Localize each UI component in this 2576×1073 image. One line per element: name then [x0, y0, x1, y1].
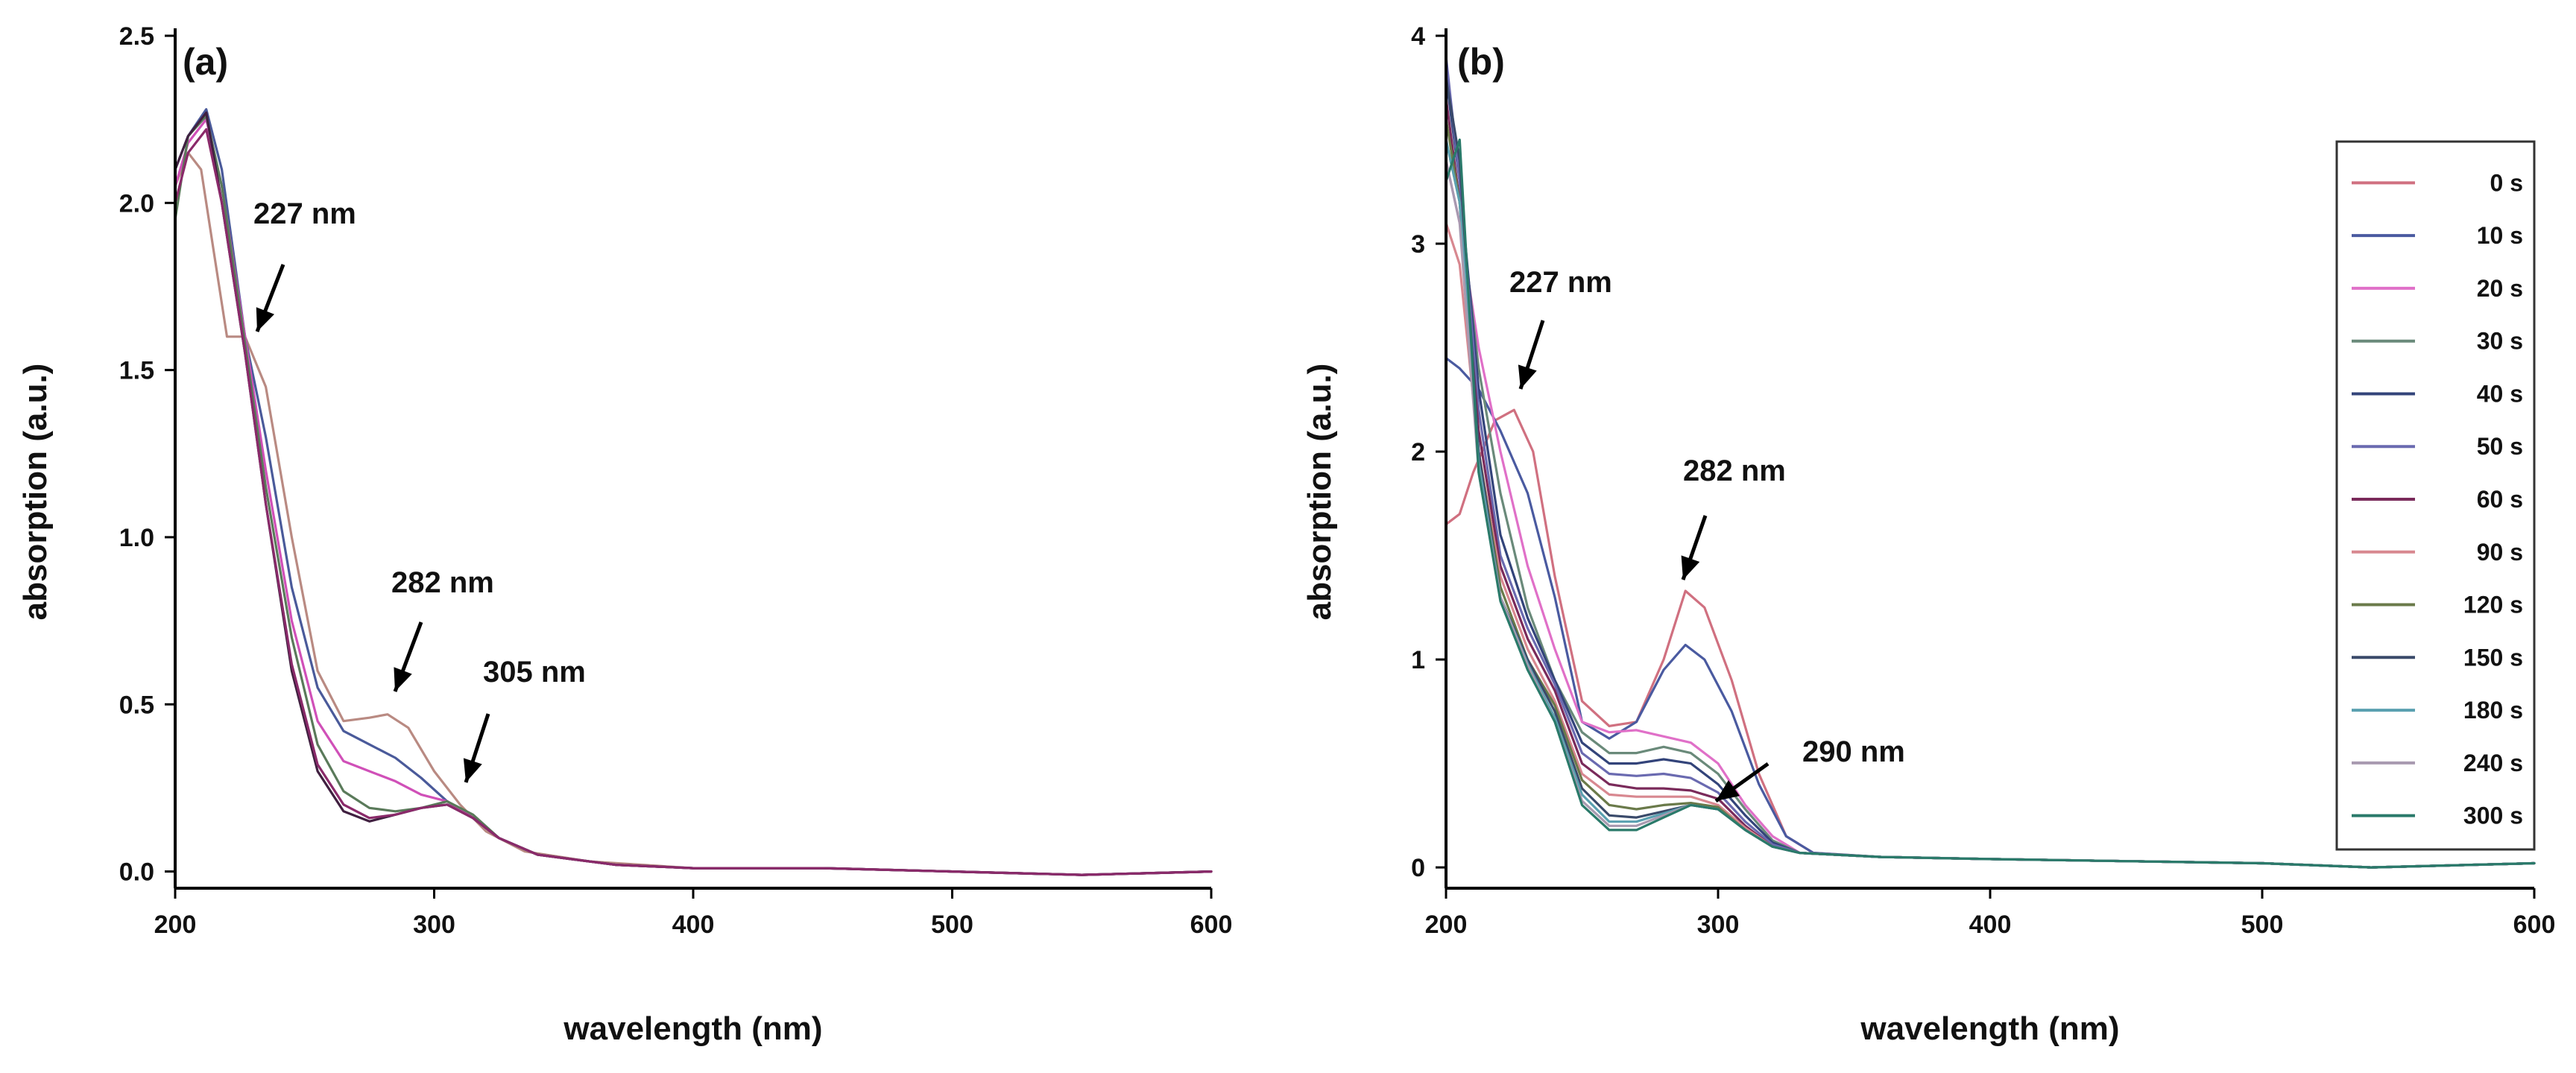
x-tick-label-a-0: 200 [154, 911, 197, 939]
annotation-arrowhead-b-2 [1716, 780, 1740, 801]
annotation-label-b-0: 227 nm [1509, 266, 1612, 299]
legend-label-2: 20 s [2477, 275, 2523, 302]
y-tick-label-a-3: 1.5 [119, 357, 154, 385]
series-line-a-5 [174, 128, 1213, 876]
legend-label-0: 0 s [2490, 169, 2523, 196]
annotation-arrowhead-a-1 [394, 667, 412, 691]
annotation-arrowhead-a-2 [463, 758, 482, 782]
x-axis-title-b: wavelength (nm) [1860, 1010, 2119, 1047]
x-tick-label-a-2: 400 [672, 911, 715, 939]
annotation-label-a-1: 282 nm [391, 566, 494, 599]
y-tick-label-b-0: 0 [1411, 854, 1425, 882]
legend-label-12: 300 s [2463, 803, 2523, 829]
series-line-a-2 [174, 118, 1213, 876]
annotation-label-b-1: 282 nm [1683, 455, 1786, 487]
panel-label-b: (b) [1457, 41, 1505, 83]
legend-label-3: 30 s [2477, 328, 2523, 355]
legend-box-b [2335, 140, 2536, 851]
chart-panel-a: 200 300 400 500 600 0.0 0.5 1.0 1.5 2.0 2.5 wavelen… [0, 0, 1267, 1073]
panel-label-a: (a) [183, 41, 228, 83]
legend-label-5: 50 s [2477, 433, 2523, 460]
y-axis-title-a: absorption (a.u.) [17, 364, 54, 621]
x-axis-title-a: wavelength (nm) [563, 1010, 822, 1047]
annotation-arrowhead-a-0 [256, 307, 274, 332]
x-tick-label-b-1: 300 [1697, 911, 1740, 939]
legend-label-9: 150 s [2463, 644, 2523, 671]
y-tick-label-b-3: 3 [1411, 230, 1425, 259]
y-tick-label-b-2: 2 [1411, 438, 1425, 466]
y-tick-label-a-1: 0.5 [119, 691, 154, 719]
x-tick-label-b-2: 400 [1969, 911, 2012, 939]
y-tick-label-a-2: 1.0 [119, 524, 154, 552]
legend-label-8: 120 s [2463, 592, 2523, 618]
y-tick-label-b-4: 4 [1411, 22, 1425, 51]
legend-label-1: 10 s [2477, 222, 2523, 249]
chart-b-svg: 200 300 400 500 600 0 1 2 3 4 wavelength (nm) absor… [1301, 22, 2556, 1047]
y-tick-label-a-4: 2.0 [119, 189, 154, 218]
y-tick-label-b-1: 1 [1411, 646, 1425, 674]
chart-panel-b: 200 300 400 500 600 0 1 2 3 4 wavelength (nm) absor… [1297, 0, 2576, 1073]
series-line-b-12 [1445, 138, 2536, 869]
x-tick-label-a-4: 600 [1190, 911, 1233, 939]
annotation-arrowhead-b-0 [1518, 364, 1537, 389]
x-tick-label-a-1: 300 [413, 911, 455, 939]
y-tick-label-a-0: 0.0 [119, 858, 154, 887]
x-tick-label-b-4: 600 [2513, 911, 2556, 939]
annotation-label-b-2: 290 nm [1802, 735, 1905, 768]
x-tick-label-a-3: 500 [931, 911, 973, 939]
legend-label-10: 180 s [2463, 697, 2523, 724]
y-axis-title-b: absorption (a.u.) [1301, 364, 1338, 621]
y-tick-label-a-5: 2.5 [119, 22, 154, 51]
legend-label-7: 90 s [2477, 539, 2523, 566]
legend-label-6: 60 s [2477, 486, 2523, 513]
annotation-arrowhead-b-1 [1681, 555, 1700, 580]
x-tick-label-b-0: 200 [1425, 911, 1468, 939]
legend-label-11: 240 s [2463, 750, 2523, 776]
annotation-label-a-0: 227 nm [253, 197, 356, 230]
annotation-label-a-2: 305 nm [483, 656, 586, 689]
legend-label-4: 40 s [2477, 380, 2523, 407]
x-tick-label-b-3: 500 [2241, 911, 2284, 939]
chart-a-svg: 200 300 400 500 600 0.0 0.5 1.0 1.5 2.0 2.5 wavelen… [17, 22, 1233, 1047]
